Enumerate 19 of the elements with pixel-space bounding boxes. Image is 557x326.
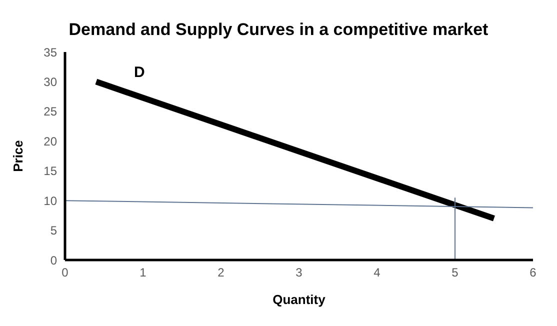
y-tick-label: 5	[50, 224, 58, 238]
y-tick-label: 30	[44, 74, 58, 89]
x-tick-label: 0	[62, 266, 69, 280]
x-tick-label: 5	[452, 266, 459, 280]
annotation: D	[134, 64, 145, 81]
y-tick-label: 35	[44, 45, 58, 60]
x-tick-label: 4	[374, 266, 381, 280]
chart-title: Demand and Supply Curves in a competitive market	[68, 20, 490, 40]
y-tick-label: 0	[50, 253, 58, 268]
y-tick-label: 15	[44, 164, 58, 178]
x-tick-label: 6	[530, 266, 537, 280]
x-tick-label: 2	[218, 266, 225, 280]
x-tick-label: 3	[296, 266, 303, 280]
y-tick-label: 10	[44, 194, 58, 208]
y-tick-label: 25	[44, 104, 58, 119]
y-tick-label: 20	[44, 134, 58, 148]
x-tick-label: 1	[140, 266, 147, 280]
x-axis-title: Quantity	[272, 292, 326, 307]
y-axis-title: Price	[10, 140, 26, 172]
